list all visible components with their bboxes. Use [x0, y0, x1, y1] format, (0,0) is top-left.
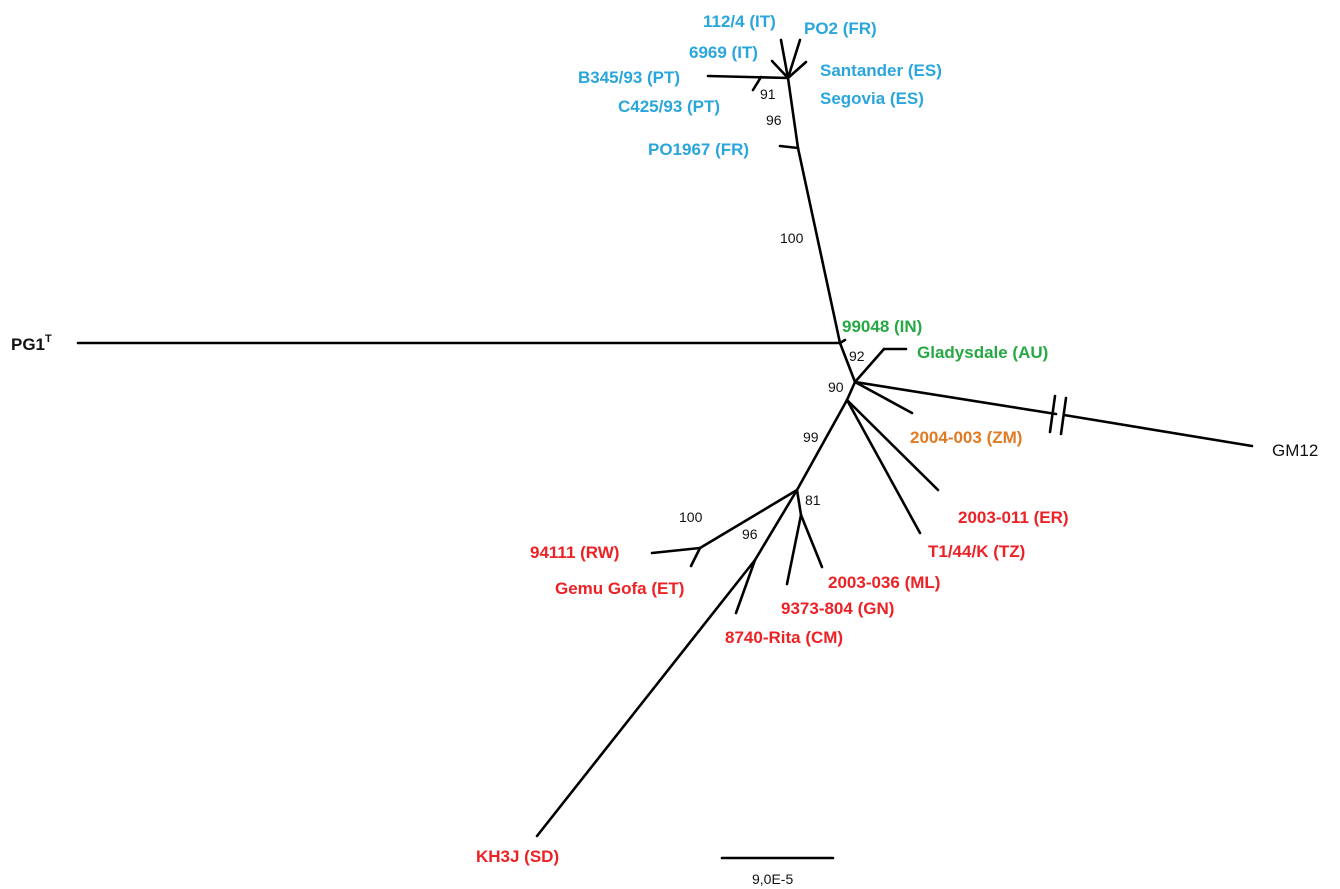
tip-pg1-name: PG1 [11, 335, 45, 354]
branch-6969 [770, 59, 790, 80]
bootstrap-values: 91 96 100 92 90 99 81 100 96 [679, 86, 865, 542]
branch-er [845, 398, 940, 492]
tip-2004-003: 2004-003 (ZM) [910, 428, 1022, 447]
bootstrap-100-lower: 100 [679, 509, 703, 525]
tip-santander: Santander (ES) [820, 61, 942, 80]
tip-po2: PO2 (FR) [804, 19, 877, 38]
branch-trunk-upper [796, 146, 842, 345]
branch-c425 [751, 75, 763, 92]
branch-112-4 [779, 38, 790, 80]
branch-african-stem [845, 380, 857, 402]
bootstrap-90: 90 [828, 379, 844, 395]
branch-break-2 [1059, 396, 1068, 436]
branch-w81 [795, 488, 803, 517]
tip-94111: 94111 (RW) [530, 543, 619, 562]
tip-kh3j: KH3J (SD) [476, 847, 559, 866]
branch-gm12-a [853, 380, 1058, 416]
branch-break-1 [1048, 394, 1057, 434]
tip-po1967: PO1967 (FR) [648, 140, 749, 159]
branch-gladysdale-a [853, 347, 886, 384]
scale-bar-label: 9,0E-5 [752, 871, 793, 887]
tip-segovia: Segovia (ES) [820, 89, 924, 108]
bootstrap-99: 99 [803, 429, 819, 445]
branch-gm12-b [1062, 413, 1254, 448]
branch-sd [535, 558, 757, 838]
branch-rw [650, 546, 702, 555]
branch-in [838, 338, 847, 345]
tip-2003-036: 2003-036 (ML) [828, 573, 940, 592]
branch-tz [845, 398, 922, 535]
tip-labels: 112/4 (IT) PO2 (FR) 6969 (IT) Santander … [11, 12, 1318, 866]
tip-c425: C425/93 (PT) [618, 97, 720, 116]
branch-b345 [706, 74, 790, 80]
branch-po1967 [778, 144, 800, 150]
branch-gn [785, 513, 803, 586]
bootstrap-96-lower: 96 [742, 526, 758, 542]
branch-cm [734, 558, 757, 615]
branch-santander [786, 60, 808, 80]
bootstrap-81: 81 [805, 492, 821, 508]
bootstrap-92: 92 [849, 348, 865, 364]
branch-po2 [786, 38, 802, 80]
tree-branches [76, 38, 1254, 838]
branch-to-westafrica [795, 398, 849, 492]
tip-gladysdale: Gladysdale (AU) [917, 343, 1048, 362]
tip-8740-rita: 8740-Rita (CM) [725, 628, 843, 647]
branch-ml [799, 513, 824, 569]
tip-99048: 99048 (IN) [842, 317, 922, 336]
scale-bar: 9,0E-5 [720, 856, 835, 887]
tip-t1-44-k: T1/44/K (TZ) [928, 542, 1025, 561]
branch-to-100 [698, 488, 799, 550]
tip-gemu-gofa: Gemu Gofa (ET) [555, 579, 684, 598]
tip-gm12: GM12 [1272, 441, 1318, 460]
branch-et [689, 546, 702, 568]
bootstrap-100-trunk: 100 [780, 230, 804, 246]
tip-112-4: 112/4 (IT) [703, 12, 776, 31]
branch-zm [853, 380, 914, 415]
tip-b345: B345/93 (PT) [578, 68, 680, 87]
branch-to-96 [753, 488, 799, 562]
tip-pg1: PG1T [11, 333, 52, 354]
tip-6969: 6969 (IT) [689, 43, 758, 62]
bootstrap-91: 91 [760, 86, 776, 102]
tip-pg1-superscript: T [45, 333, 52, 345]
bootstrap-96-upper: 96 [766, 112, 782, 128]
branch-trunk-lower [838, 341, 857, 384]
tip-9373-804: 9373-804 (GN) [781, 599, 894, 618]
tip-2003-011: 2003-011 (ER) [958, 508, 1069, 527]
branch-trunk-europe [786, 76, 800, 150]
